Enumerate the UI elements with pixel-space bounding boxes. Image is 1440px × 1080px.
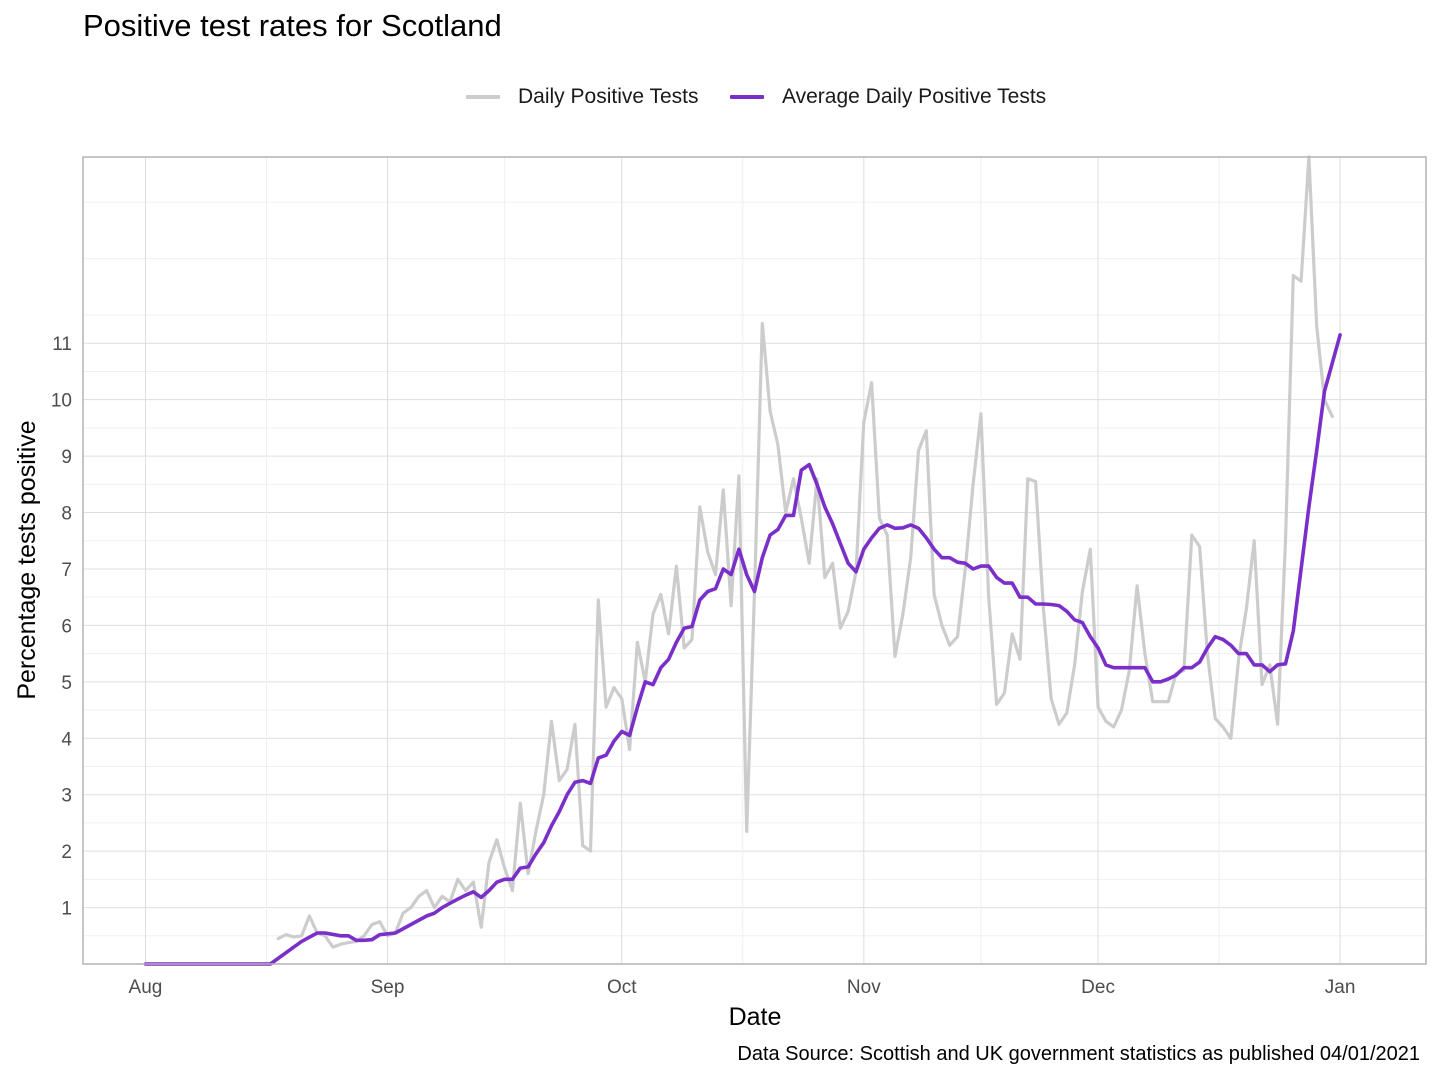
legend-label-average: Average Daily Positive Tests [782,85,1047,108]
x-tick-label: Aug [129,977,163,998]
series-lines [143,155,1342,966]
y-tick-label: 6 [61,616,72,637]
y-tick-label: 10 [51,391,72,412]
y-tick-label: 8 [61,504,72,525]
panel-border [82,156,1427,965]
x-axis: Aug Sep Oct Nov Dec Jan [129,977,1356,998]
x-tick-label: Jan [1325,977,1356,998]
series-line-average [143,332,1342,966]
data-source-caption: Data Source: Scottish and UK government … [737,1043,1420,1065]
x-tick-label: Dec [1081,977,1115,998]
legend-label-daily: Daily Positive Tests [518,85,699,108]
legend-swatch-daily [466,95,500,99]
y-tick-label: 1 [61,899,72,920]
legend-swatch-average [730,95,764,99]
legend: Daily Positive Tests Average Daily Posit… [0,80,1440,114]
y-tick-label: 5 [61,673,72,694]
y-axis: 1 2 3 4 5 6 7 8 9 10 11 [51,334,73,919]
y-axis-title: Percentage tests positive [13,420,41,699]
y-tick-label: 4 [61,729,72,750]
x-tick-label: Nov [847,977,881,998]
y-tick-label: 11 [52,334,72,355]
y-tick-label: 3 [61,786,72,807]
x-axis-title: Date [729,1003,782,1031]
y-tick-label: 7 [61,560,72,581]
y-tick-label: 2 [61,842,72,863]
series-line-daily [276,155,1334,949]
x-tick-label: Oct [607,977,637,998]
x-tick-label: Sep [371,977,405,998]
legend-item-daily: Daily Positive Tests [466,80,699,114]
chart-title: Positive test rates for Scotland [83,8,502,43]
y-tick-label: 9 [61,447,72,468]
legend-item-average: Average Daily Positive Tests [730,80,1046,114]
